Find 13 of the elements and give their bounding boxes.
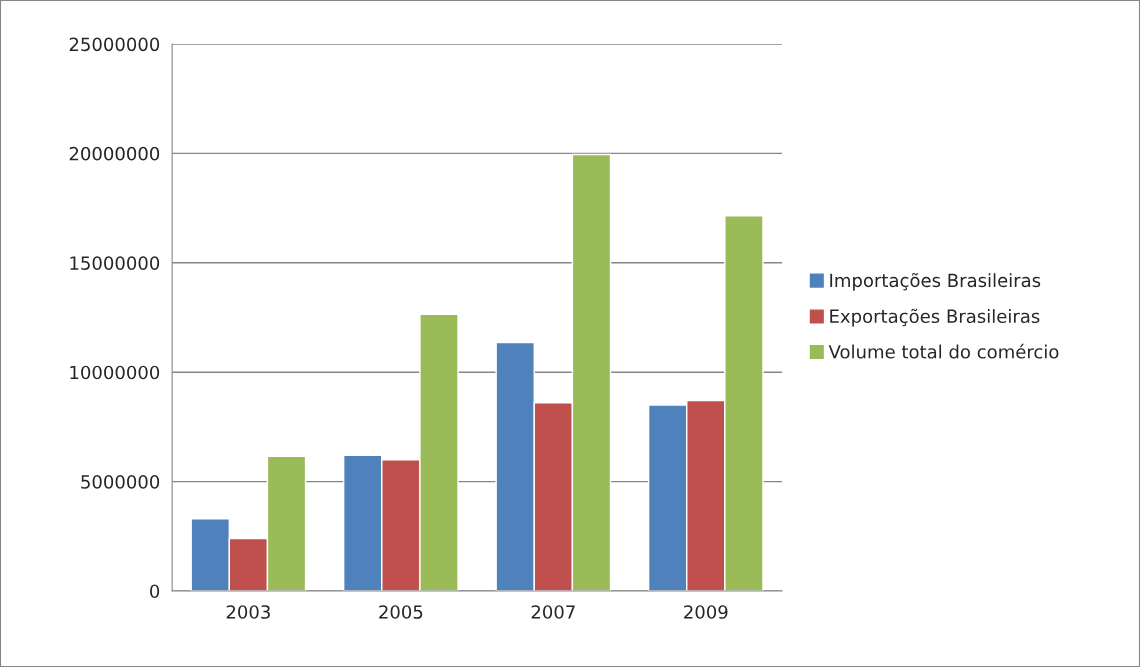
x-tick-label: 2005 xyxy=(379,605,423,619)
y-tick-label: 15000000 xyxy=(70,256,160,270)
legend-label: Volume total do comércio xyxy=(828,343,1059,359)
x-tick-label: 2007 xyxy=(531,605,575,619)
y-tick-label: 10000000 xyxy=(70,365,160,380)
x-tick-label: 2003 xyxy=(226,605,270,619)
legend-label: Exportações Brasileiras xyxy=(830,308,1040,327)
y-tick-label: 0 xyxy=(150,584,160,599)
legend-label: Importações Brasileiras xyxy=(830,272,1041,291)
y-tick-label: 20000000 xyxy=(69,146,160,161)
x-tick-label: 2009 xyxy=(684,605,728,619)
y-tick-label: 25000000 xyxy=(69,37,160,52)
y-tick-label: 5000000 xyxy=(81,475,160,489)
